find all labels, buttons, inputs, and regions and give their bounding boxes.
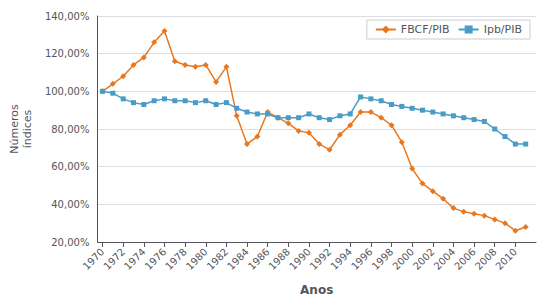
svg-text:60,00%: 60,00% (51, 161, 89, 172)
svg-text:2004: 2004 (432, 246, 458, 272)
svg-text:40,00%: 40,00% (51, 199, 89, 210)
svg-text:1976: 1976 (143, 246, 169, 272)
svg-text:20,00%: 20,00% (51, 237, 89, 248)
svg-text:2008: 2008 (473, 246, 499, 272)
svg-text:1996: 1996 (349, 246, 375, 272)
svg-text:Anos: Anos (300, 283, 333, 297)
svg-text:80,00%: 80,00% (51, 124, 89, 135)
svg-text:120,00%: 120,00% (45, 48, 90, 59)
svg-text:1986: 1986 (246, 246, 272, 272)
svg-text:FBCF/PIB: FBCF/PIB (401, 23, 450, 36)
svg-text:100,00%: 100,00% (45, 86, 90, 97)
svg-text:1980: 1980 (184, 246, 210, 272)
svg-text:1978: 1978 (163, 246, 189, 272)
svg-text:1990: 1990 (287, 246, 313, 272)
svg-text:2006: 2006 (452, 246, 478, 272)
svg-text:1972: 1972 (101, 246, 127, 272)
svg-text:1988: 1988 (266, 246, 292, 272)
svg-text:1970: 1970 (81, 246, 107, 272)
svg-text:1992: 1992 (308, 246, 334, 272)
svg-text:1982: 1982 (205, 246, 231, 272)
svg-text:Ipb/PIB: Ipb/PIB (484, 23, 522, 36)
svg-text:2010: 2010 (493, 246, 519, 272)
svg-text:1984: 1984 (225, 246, 251, 272)
svg-text:Números: Números (8, 104, 21, 154)
svg-text:1994: 1994 (328, 246, 354, 272)
svg-text:2000: 2000 (390, 246, 416, 272)
svg-text:1974: 1974 (122, 246, 148, 272)
svg-text:índices: índices (21, 109, 34, 148)
svg-text:1998: 1998 (370, 246, 396, 272)
svg-text:140,00%: 140,00% (45, 11, 90, 22)
svg-text:2002: 2002 (411, 246, 437, 272)
